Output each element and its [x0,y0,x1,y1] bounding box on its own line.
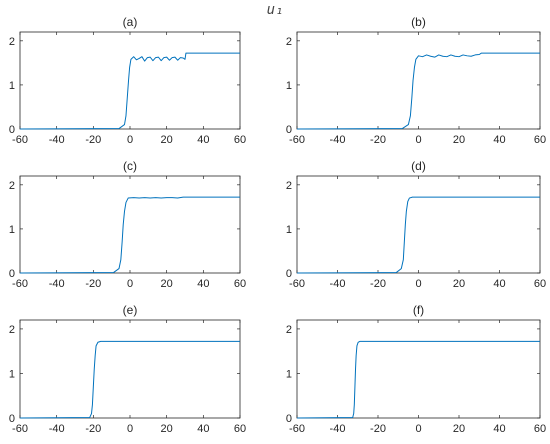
series-line [19,52,240,130]
x-tick-label: 60 [534,278,546,290]
x-tick-label: 0 [415,134,421,146]
x-tick-label: 20 [453,134,465,146]
x-tick-label: 20 [161,278,173,290]
axes-box [19,319,241,419]
axes-box [19,175,241,274]
x-tick-label: -60 [12,134,28,146]
series-line [19,340,240,419]
chart-panel-3: (c) -60 -40 -20 0 20 40 60 0 1 2 [9,159,246,290]
axes-box [296,31,541,130]
x-tick-label: -60 [289,278,305,290]
x-tick-label: -40 [49,134,65,146]
x-tick-label: 20 [161,134,173,146]
axes-box [19,31,241,130]
x-tick-label: 60 [234,423,246,435]
x-tick-label: -60 [289,423,305,435]
x-tick-label: -40 [330,134,346,146]
axes-box [296,319,541,419]
y-tick-label: 1 [286,224,292,236]
x-tick-label: 20 [453,278,465,290]
chart-panel-1: (a) -60 -40 -20 0 20 40 60 0 1 2 [9,15,246,146]
y-tick-label: 0 [9,413,15,425]
chart-title: (e) [123,303,138,317]
x-tick-label: 40 [197,423,209,435]
x-tick-label: -20 [85,134,101,146]
x-tick-label: 40 [493,134,505,146]
y-tick-label: 1 [9,80,15,92]
series-line [296,196,540,274]
x-tick-label: -40 [330,278,346,290]
x-tick-label: -40 [330,423,346,435]
chart-panel-2: (b) -60 -40 -20 0 20 40 60 0 1 2 [286,15,546,146]
y-tick-label: 1 [9,224,15,236]
y-tick-label: 2 [9,36,15,48]
x-tick-label: 0 [415,423,421,435]
x-tick-label: 40 [493,423,505,435]
y-tick-label: 2 [9,180,15,192]
x-tick-label: 60 [234,134,246,146]
chart-title: (f) [413,303,424,317]
y-tick-label: 2 [9,324,15,336]
x-tick-label: 20 [453,423,465,435]
y-tick-label: 1 [286,80,292,92]
x-tick-label: -20 [85,423,101,435]
chart-title: (c) [123,159,137,173]
chart-title: (b) [411,15,426,29]
y-tick-label: 0 [286,124,292,136]
x-tick-label: -20 [85,278,101,290]
chart-panel-4: (d) -60 -40 -20 0 20 40 60 0 1 2 [286,159,546,290]
x-tick-label: 60 [534,134,546,146]
x-tick-label: -60 [12,423,28,435]
axes-box [296,175,541,274]
y-tick-label: 1 [286,368,292,380]
chart-title: (d) [411,159,426,173]
chart-panel-5: (e) -60 -40 -20 0 20 40 60 0 1 2 [9,303,246,435]
x-tick-label: 40 [493,278,505,290]
chart-panel-6: (f) -60 -40 -20 0 20 40 60 0 1 2 [286,303,546,435]
y-tick-label: 2 [286,324,292,336]
y-tick-label: 2 [286,36,292,48]
x-tick-label: -40 [49,423,65,435]
x-tick-label: -60 [12,278,28,290]
x-tick-label: 40 [197,278,209,290]
x-tick-label: -60 [289,134,305,146]
series-line [296,52,540,130]
x-tick-label: 0 [127,134,133,146]
y-tick-label: 0 [9,268,15,280]
figure-title: u₁ [266,2,284,18]
y-tick-label: 2 [286,180,292,192]
x-tick-label: -20 [370,278,386,290]
x-tick-label: 20 [161,423,173,435]
x-tick-label: 60 [234,278,246,290]
chart-title: (a) [123,15,138,29]
y-tick-label: 0 [286,413,292,425]
y-tick-label: 0 [9,124,15,136]
x-tick-label: -20 [370,134,386,146]
x-tick-label: -20 [370,423,386,435]
x-tick-label: 0 [415,278,421,290]
x-tick-label: 60 [534,423,546,435]
x-tick-label: 0 [127,423,133,435]
series-line [296,340,540,419]
x-tick-label: 0 [127,278,133,290]
x-tick-label: 40 [197,134,209,146]
y-tick-label: 0 [286,268,292,280]
x-tick-label: -40 [49,278,65,290]
series-line [19,196,240,274]
y-tick-label: 1 [9,368,15,380]
